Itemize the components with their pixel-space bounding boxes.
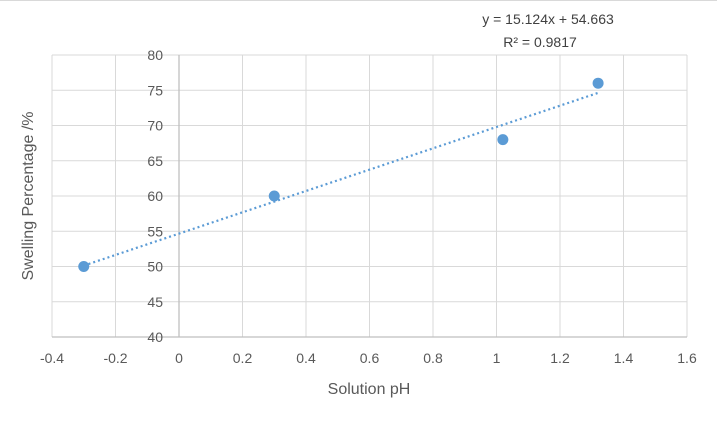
- x-tick-label: 1.2: [550, 350, 570, 366]
- x-tick-label: 0.4: [296, 350, 316, 366]
- trendline-r-squared: R² = 0.9817: [503, 34, 577, 50]
- y-tick-label: 80: [147, 47, 163, 63]
- y-tick-label: 70: [147, 118, 163, 134]
- horizontal-gridlines: [52, 54, 687, 338]
- x-tick-label: 0.2: [233, 350, 253, 366]
- x-tick-label: -0.4: [40, 350, 64, 366]
- y-axis-title: Swelling Percentage /%: [20, 112, 37, 281]
- x-tick-label: 0.8: [423, 350, 443, 366]
- x-tick-label: 1: [493, 350, 501, 366]
- trendline-equation: y = 15.124x + 54.663: [482, 11, 614, 27]
- x-tick-labels: -0.4 -0.2 0 0.2 0.4 0.6 0.8 1 1.2 1.4 1.6: [40, 350, 697, 366]
- y-tick-label: 55: [147, 223, 163, 239]
- x-tick-label: 1.4: [614, 350, 634, 366]
- y-tick-label: 75: [147, 82, 163, 98]
- x-tick-label: -0.2: [103, 350, 127, 366]
- y-tick-label: 50: [147, 259, 163, 275]
- chart-axes: [52, 55, 687, 338]
- data-points: [78, 77, 604, 272]
- y-tick-label: 65: [147, 153, 163, 169]
- y-tick-label: 60: [147, 188, 163, 204]
- trendline-group: [83, 91, 599, 267]
- y-tick-label: 40: [147, 329, 163, 345]
- x-tick-label: 0.6: [360, 350, 380, 366]
- y-tick-label: 45: [147, 294, 163, 310]
- chart-top-border: [0, 0, 717, 1]
- x-tick-label: 1.6: [677, 350, 697, 366]
- x-tick-label: 0: [175, 350, 183, 366]
- data-point: [592, 77, 604, 89]
- trendline: [83, 91, 599, 267]
- data-point: [497, 134, 509, 146]
- data-point: [78, 261, 90, 272]
- data-point: [268, 190, 280, 202]
- x-axis-title: Solution pH: [328, 381, 411, 398]
- y-tick-labels: 40 45 50 55 60 65 70 75 80: [147, 47, 163, 345]
